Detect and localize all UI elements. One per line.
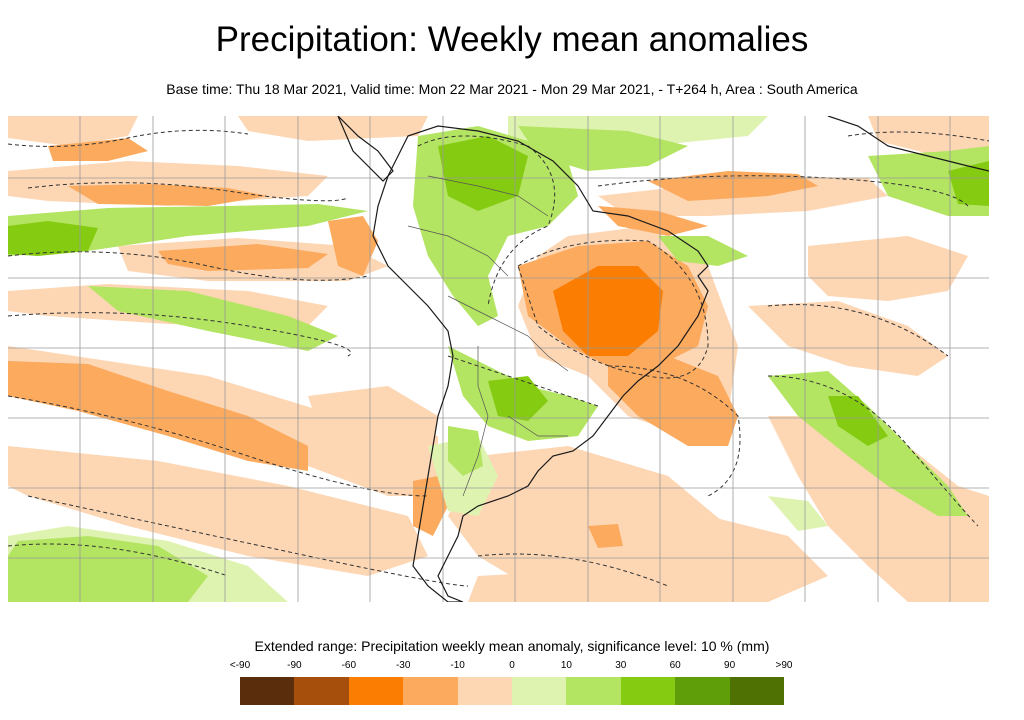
- contour-line: [8, 543, 229, 577]
- legend-tick-label: 30: [615, 660, 627, 671]
- anomaly-patch: [328, 216, 378, 276]
- anomaly-patch: [8, 361, 308, 471]
- contour-line: [477, 553, 669, 587]
- significance-contours: [8, 129, 989, 587]
- anomaly-patch: [48, 138, 148, 161]
- central-america-coastline: [337, 116, 394, 182]
- legend-swatch: [620, 677, 676, 705]
- contour-line: [447, 355, 599, 407]
- legend-tick-label: -60: [341, 660, 357, 671]
- contour-line: [8, 395, 429, 497]
- anomaly-map: [8, 116, 989, 602]
- legend-swatch: [348, 677, 404, 705]
- anomaly-patch: [868, 116, 989, 156]
- anomaly-patch: [88, 286, 338, 351]
- legend-swatch: [240, 677, 295, 705]
- contour-line: [8, 251, 369, 281]
- chart-subtitle: Base time: Thu 18 Mar 2021, Valid time: …: [166, 81, 858, 97]
- contour-line: [607, 365, 741, 497]
- anomaly-patch: [8, 116, 138, 146]
- contour-line: [417, 135, 556, 307]
- contour-line: [767, 375, 979, 527]
- chart-title: Precipitation: Weekly mean anomalies: [215, 20, 809, 59]
- anomaly-patch: [948, 161, 989, 206]
- anomaly-patch: [808, 236, 968, 301]
- anomaly-patch: [598, 206, 708, 236]
- caribbean-coastline: [827, 116, 989, 172]
- legend-tick-label: 0: [509, 660, 515, 671]
- anomaly-patch: [768, 496, 828, 531]
- anomaly-patch: [658, 236, 748, 266]
- anomaly-patch: [488, 376, 548, 421]
- legend-swatch: [566, 677, 621, 705]
- contour-line: [27, 495, 469, 587]
- legend-tick-label: >90: [775, 660, 793, 671]
- border-line: [447, 295, 569, 372]
- anomaly-patch: [448, 426, 483, 476]
- anomaly-patch: [588, 524, 623, 548]
- anomaly-patch: [608, 516, 828, 602]
- legend-tick-label: -30: [395, 660, 411, 671]
- legend-tick-label: 90: [724, 660, 736, 671]
- contour-line: [847, 131, 989, 142]
- legend-ticks: <-90 -90 -60 -30 -10 0 10 30 60 90 >90: [230, 660, 793, 672]
- anomaly-patch: [8, 446, 428, 576]
- anomaly-patch: [308, 386, 438, 466]
- legend-tick-label: <-90: [229, 660, 251, 671]
- anomaly-patch: [8, 221, 98, 256]
- contour-line: [597, 175, 969, 207]
- strong-orange-regions: [553, 266, 663, 356]
- border-line: [427, 175, 549, 217]
- legend-tick-label: 10: [560, 660, 572, 671]
- legend-swatch: [294, 677, 349, 705]
- anomaly-patch: [553, 266, 663, 356]
- contour-line: [8, 129, 249, 147]
- legend-swatch: [403, 677, 458, 705]
- legend-tick-label: -90: [287, 660, 302, 671]
- anomaly-patch: [438, 136, 528, 211]
- anomaly-patch: [768, 416, 989, 602]
- anomaly-patch: [748, 301, 948, 376]
- legend-swatch: [729, 677, 785, 705]
- anomaly-patch: [238, 116, 428, 141]
- anomaly-patch: [158, 244, 328, 271]
- legend-swatch: [512, 677, 567, 705]
- anomaly-patch: [828, 396, 888, 446]
- legend-swatch: [457, 677, 513, 705]
- border-line: [462, 415, 489, 497]
- anomaly-patch: [468, 571, 688, 602]
- contour-line: [27, 182, 349, 202]
- contour-line: [767, 304, 949, 357]
- south-america-coastline: [372, 125, 709, 602]
- legend-tick-label: 60: [669, 660, 681, 671]
- graticule: [8, 116, 989, 602]
- border-line: [407, 225, 509, 277]
- legend-swatch: [675, 677, 730, 705]
- anomaly-patch: [518, 126, 688, 171]
- contour-line: [8, 312, 352, 357]
- country-borders: [407, 175, 569, 497]
- legend-tick-label: -10: [450, 660, 465, 671]
- anomaly-patch: [413, 476, 448, 536]
- contour-line: [517, 239, 709, 379]
- border-line: [507, 415, 568, 437]
- anomaly-patch: [8, 204, 368, 256]
- border-line: [477, 346, 489, 417]
- legend-title: Extended range: Precipitation weekly mea…: [254, 638, 770, 654]
- coastline: [337, 116, 989, 602]
- color-legend: [240, 677, 785, 705]
- anomaly-patch: [8, 536, 208, 602]
- strong-green-regions: [8, 136, 989, 446]
